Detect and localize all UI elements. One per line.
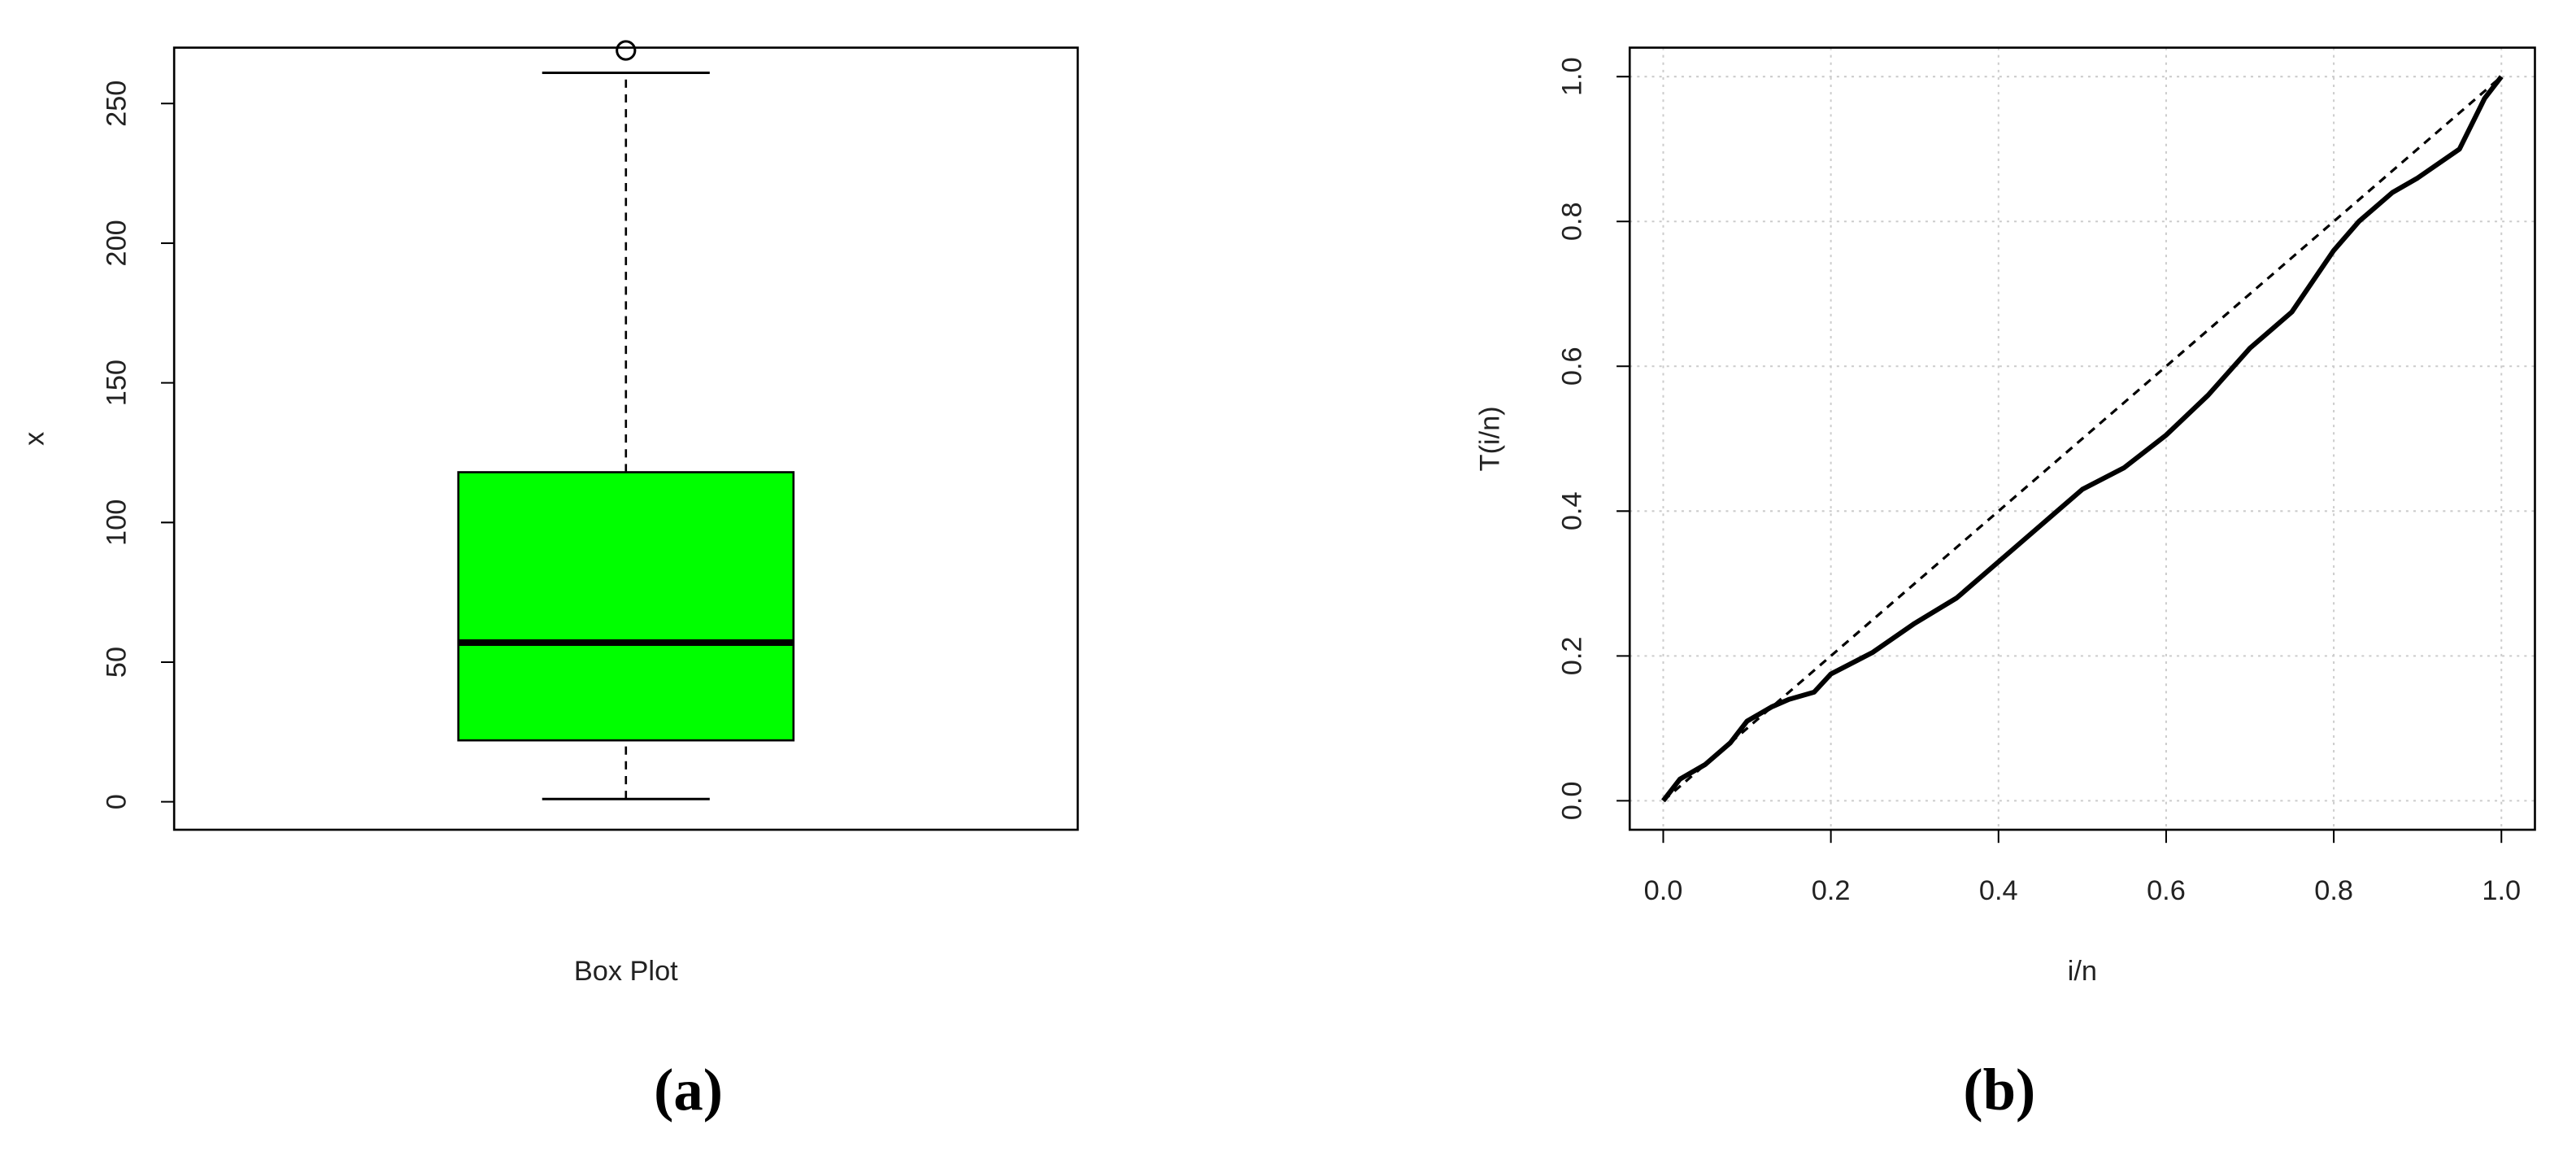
x-axis-label: Box Plot [574, 956, 678, 987]
y-tick-label: 0.4 [1557, 491, 1588, 530]
line [1662, 75, 2503, 802]
x-tick-label: 0.2 [1812, 875, 1851, 906]
y-axis-label: x [20, 432, 50, 446]
box [457, 471, 795, 742]
y-tick-label: 150 [102, 360, 133, 406]
line [1661, 75, 2504, 803]
y-tick-label: 0.2 [1557, 636, 1588, 675]
outlier [616, 40, 637, 61]
x-tick-label: 0.6 [2147, 875, 2186, 906]
caption: (b) [1963, 1057, 2035, 1123]
x-tick-label: 0.8 [2314, 875, 2353, 906]
y-tick-label: 0.6 [1557, 347, 1588, 386]
y-tick-label: 0.0 [1557, 782, 1588, 821]
y-axis-label: T(i/n) [1475, 406, 1506, 471]
y-tick-label: 0 [102, 794, 133, 809]
y-tick-label: 250 [102, 81, 133, 127]
caption: (a) [654, 1057, 723, 1123]
plot-frame [172, 46, 1079, 831]
y-tick-label: 100 [102, 499, 133, 546]
x-tick-label: 0.0 [1644, 875, 1683, 906]
plot-frame [1628, 46, 2536, 831]
x-tick-label: 0.4 [1979, 875, 2018, 906]
y-tick-label: 0.8 [1557, 202, 1588, 241]
x-axis-label: i/n [2068, 956, 2097, 987]
y-tick-label: 1.0 [1557, 57, 1588, 96]
x-tick-label: 1.0 [2482, 875, 2521, 906]
y-tick-label: 200 [102, 220, 133, 266]
y-tick-label: 50 [102, 647, 133, 678]
